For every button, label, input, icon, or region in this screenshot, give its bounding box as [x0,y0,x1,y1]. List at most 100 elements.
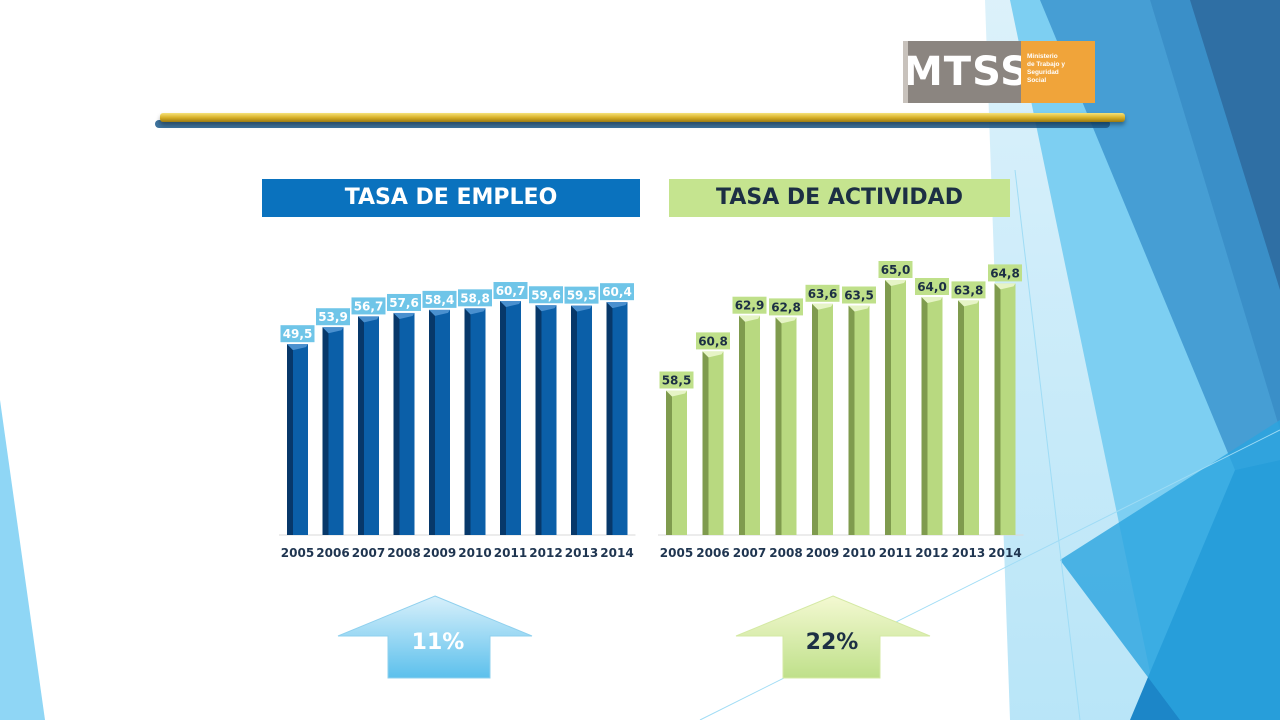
data-label-box [600,283,634,301]
data-label-box [422,290,457,308]
data-label: 64,0 [917,280,947,294]
actividad-title: TASA DE ACTIVIDAD [669,179,1010,217]
bar-group: 60,4 [600,283,634,535]
bar-side [287,344,293,535]
bar-side [666,390,672,535]
x-tick-label: 2005 [660,546,693,560]
bar-group: 57,6 [387,293,421,535]
bar-top [287,344,308,351]
data-label-box [659,371,694,389]
x-tick-label: 2009 [423,546,456,560]
bar-top [666,390,687,397]
data-label-box [805,284,840,302]
x-tick-label: 2010 [842,546,875,560]
x-tick-label: 2009 [806,546,839,560]
bar-group: 49,5 [280,325,315,535]
x-tick-label: 2014 [600,546,633,560]
bar-side [535,305,542,535]
data-label: 60,8 [698,334,728,348]
bar-top [994,283,1016,290]
data-label: 64,8 [990,266,1020,280]
x-tick-label: 2013 [565,546,598,560]
data-label: 59,6 [531,288,561,302]
bar-top [322,327,344,334]
bar-side [429,309,435,535]
data-label-box [387,293,421,311]
data-label-box [316,308,350,326]
data-label: 58,4 [425,293,455,307]
data-label-box [951,281,986,299]
actividad-up-arrow-icon [735,595,931,679]
bar-top [702,351,724,358]
data-label: 59,5 [567,289,597,303]
bar-side [994,283,1001,535]
bar-top [464,308,486,315]
bar-side [322,327,329,535]
bar-top [775,317,797,324]
x-tick-label: 2012 [529,546,562,560]
bar-group: 62,9 [732,296,767,535]
divider-shadow [155,120,1110,128]
bar-top [393,312,415,319]
data-label-box [915,278,949,295]
x-tick-label: 2005 [281,546,314,560]
data-label: 57,6 [389,296,419,310]
bar-top [739,315,760,322]
x-tick-label: 2012 [915,546,948,560]
bar-group: 58,5 [659,371,694,535]
bar-side [571,305,577,535]
bar-group: 60,8 [696,332,730,535]
x-tick-label: 2010 [458,546,491,560]
x-tick-label: 2007 [352,546,385,560]
bar-group: 58,4 [422,290,457,535]
data-label-box [458,289,492,307]
bar-side [464,308,471,535]
bar-top [606,302,628,309]
data-label: 60,7 [496,284,526,298]
bar-side [606,302,613,535]
x-tick-label: 2006 [696,546,729,560]
bar-top [958,300,979,307]
bar-top [571,305,592,312]
bar-side [500,301,506,535]
data-label-box [351,297,386,315]
bar-group: 63,8 [951,281,986,535]
data-label: 63,8 [954,283,984,297]
bar-group: 58,8 [458,289,492,535]
bar-top [358,316,379,323]
bar-side [739,315,745,535]
data-label: 56,7 [354,299,384,313]
bar-group: 59,6 [529,286,563,535]
data-label-box [878,261,913,278]
bar-side [358,316,364,535]
bar-group: 63,6 [805,284,840,535]
x-tick-label: 2011 [494,546,527,560]
data-label: 60,4 [602,285,632,299]
data-label: 63,5 [844,289,874,303]
bar-side [393,312,400,535]
logo-line: Seguridad [1027,69,1059,76]
bar-group: 53,9 [316,308,350,535]
bar-side [702,351,709,535]
data-label-box [493,282,528,300]
logo-ministry-text: Ministerio de Trabajo y Seguridad Social [1021,41,1095,103]
logo-line: Social [1027,77,1047,84]
bar-group: 64,0 [915,278,949,535]
bar-top [500,301,521,308]
bar-group: 64,8 [988,264,1022,535]
bar-side [848,305,855,535]
bar-group: 63,5 [842,286,876,535]
data-label-box [769,298,803,316]
bar-side [921,297,928,535]
bar-group: 59,5 [564,286,599,535]
x-tick-label: 2008 [769,546,802,560]
x-tick-label: 2014 [988,546,1021,560]
bar-side [775,317,782,535]
x-tick-label: 2013 [952,546,985,560]
data-label-box [842,286,876,304]
bar-top [848,305,870,312]
logo-line: Ministerio [1027,53,1058,60]
